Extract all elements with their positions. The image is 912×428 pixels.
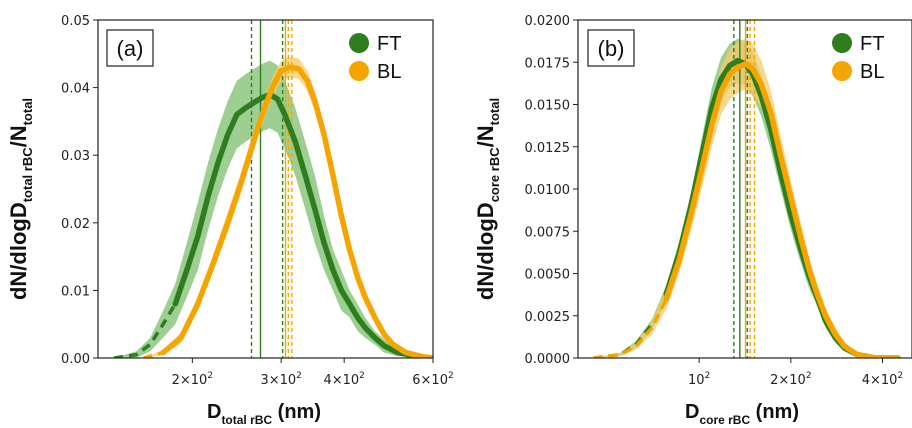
y-tick-label: 0.0175 bbox=[525, 56, 571, 71]
plot-area bbox=[113, 20, 433, 358]
y-tick-label: 0.0200 bbox=[525, 14, 571, 29]
y-tick-label: 0.02 bbox=[61, 217, 90, 232]
panel-b: 0.0000 0.0025 0.0050 0.0075 0.0100 0.0125 0.01… bbox=[473, 14, 912, 427]
y-tick-label: 0.0100 bbox=[525, 183, 571, 198]
series-band-ft bbox=[114, 60, 433, 358]
legend-marker-ft bbox=[832, 33, 852, 53]
series-line-dashed-bl bbox=[593, 298, 668, 358]
legend-marker-bl bbox=[832, 61, 852, 81]
axes-frame bbox=[97, 19, 434, 359]
y-tick-label: 0.00 bbox=[61, 352, 90, 367]
x-tick-label: 2×102 bbox=[172, 371, 213, 388]
legend-marker-bl bbox=[349, 61, 369, 81]
y-tick-label: 0.0150 bbox=[525, 99, 571, 114]
x-axis-title: Dtotal rBC (nm) bbox=[207, 401, 321, 427]
x-tick-label: 4×102 bbox=[323, 371, 364, 388]
y-tick-label: 0.03 bbox=[61, 149, 90, 164]
legend-label-ft: FT bbox=[860, 33, 884, 55]
series-line-ft bbox=[663, 57, 901, 358]
x-axis-title: Dcore rBC (nm) bbox=[685, 401, 799, 427]
x-tick-label: 3×102 bbox=[260, 371, 301, 388]
legend-label-ft: FT bbox=[377, 33, 401, 55]
legend-label-bl: BL bbox=[860, 61, 884, 83]
x-tick-label: 102 bbox=[688, 371, 710, 388]
legend-marker-ft bbox=[349, 33, 369, 53]
legend-label-bl: BL bbox=[377, 61, 401, 83]
plot-area bbox=[593, 20, 901, 358]
panel-label-box bbox=[106, 29, 154, 67]
y-tick-label: 0.0050 bbox=[525, 268, 571, 283]
y-tick-label: 0.04 bbox=[61, 82, 90, 97]
y-tick-label: 0.0125 bbox=[525, 141, 571, 156]
y-tick-label: 0.0025 bbox=[525, 310, 571, 325]
series-line-dashed-bl bbox=[143, 350, 164, 358]
x-tick-label: 6×102 bbox=[412, 371, 453, 388]
y-tick-label: 0.01 bbox=[61, 284, 90, 299]
series-line-dashed-ft bbox=[113, 302, 177, 358]
y-tick-label: 0.05 bbox=[61, 14, 90, 29]
x-tick-label: 2×102 bbox=[770, 371, 811, 388]
series-line-bl bbox=[160, 64, 433, 358]
y-axis-title: dN/dlogDcore rBC/Ntotal bbox=[473, 98, 502, 300]
series-line-bl bbox=[663, 61, 901, 358]
x-tick-label: 4×102 bbox=[862, 371, 903, 388]
panel-label-box bbox=[587, 29, 635, 67]
y-axis-title: dN/dlogDtotal rBC/Ntotal bbox=[6, 98, 35, 300]
panel-label: (a) bbox=[117, 36, 144, 61]
series-line-ft bbox=[172, 91, 433, 358]
panel-a: 0.00 0.01 0.02 0.03 0.04 0.05 2×102 3×102 4×102 6… bbox=[6, 14, 454, 427]
panel-label: (b) bbox=[598, 36, 625, 61]
y-tick-label: 0.0000 bbox=[525, 352, 571, 367]
y-tick-label: 0.0075 bbox=[525, 225, 571, 240]
